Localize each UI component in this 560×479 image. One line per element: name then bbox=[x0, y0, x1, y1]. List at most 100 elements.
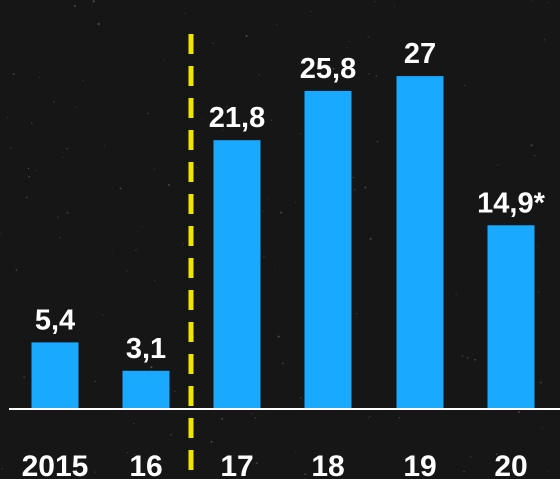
star-dot bbox=[59, 237, 61, 239]
star-dot bbox=[222, 135, 224, 137]
bar-18 bbox=[304, 90, 352, 410]
x-tick-label-17: 17 bbox=[220, 450, 253, 479]
star-dot bbox=[135, 249, 137, 251]
data-label-19: 27 bbox=[404, 38, 436, 70]
star-dot bbox=[368, 72, 370, 75]
star-dot bbox=[0, 232, 1, 235]
x-tick-label-18: 18 bbox=[311, 450, 344, 479]
star-dot bbox=[56, 216, 59, 219]
star-dot bbox=[92, 0, 95, 3]
x-tick-label-20: 20 bbox=[494, 450, 527, 479]
star-dot bbox=[353, 69, 356, 72]
star-dot bbox=[464, 84, 466, 87]
star-dot bbox=[226, 106, 228, 108]
star-dot bbox=[255, 462, 258, 465]
star-dot bbox=[375, 74, 378, 77]
star-dot bbox=[466, 357, 469, 359]
star-dot bbox=[23, 376, 26, 379]
bars-group bbox=[31, 76, 535, 410]
star-dot bbox=[251, 413, 253, 415]
star-dot bbox=[531, 0, 533, 2]
star-dot bbox=[366, 3, 367, 5]
star-dot bbox=[94, 471, 97, 473]
star-dot bbox=[463, 470, 466, 473]
star-dot bbox=[534, 154, 536, 157]
star-dot bbox=[212, 42, 214, 45]
star-dot bbox=[536, 245, 538, 247]
star-dot bbox=[543, 38, 546, 41]
data-label-18: 25,8 bbox=[300, 53, 356, 85]
star-dot bbox=[210, 440, 213, 443]
star-dot bbox=[364, 186, 367, 189]
star-dot bbox=[546, 470, 548, 472]
star-dot bbox=[541, 427, 543, 429]
star-dot bbox=[280, 211, 283, 214]
star-dot bbox=[259, 119, 262, 122]
star-dot bbox=[277, 335, 280, 338]
star-dot bbox=[216, 118, 219, 121]
star-dot bbox=[82, 79, 84, 81]
star-dot bbox=[154, 279, 156, 281]
star-dot bbox=[25, 196, 28, 199]
star-dot bbox=[184, 12, 186, 14]
star-dot bbox=[394, 6, 395, 8]
star-dot bbox=[31, 122, 33, 124]
star-dot bbox=[346, 47, 348, 49]
x-tick-label-2015: 2015 bbox=[22, 450, 89, 479]
star-dot bbox=[183, 244, 185, 245]
star-dot bbox=[367, 35, 369, 38]
star-dot bbox=[469, 456, 472, 458]
star-dot bbox=[126, 451, 128, 454]
star-dot bbox=[299, 132, 302, 135]
star-dot bbox=[537, 291, 540, 293]
star-dot bbox=[369, 415, 371, 418]
star-dot bbox=[196, 167, 198, 169]
star-dot bbox=[496, 164, 499, 166]
star-dot bbox=[258, 74, 260, 76]
star-dot bbox=[1, 467, 3, 470]
star-dot bbox=[455, 293, 457, 295]
star-dot bbox=[222, 128, 224, 131]
star-dot bbox=[530, 144, 533, 147]
star-dot bbox=[62, 156, 64, 158]
star-dot bbox=[102, 314, 104, 316]
star-dot bbox=[103, 145, 105, 147]
star-dot bbox=[7, 117, 8, 118]
star-dot bbox=[449, 196, 450, 198]
bar-16 bbox=[122, 370, 170, 409]
star-dot bbox=[442, 64, 444, 67]
star-dot bbox=[270, 119, 273, 121]
star-dot bbox=[134, 453, 136, 455]
star-dot bbox=[295, 201, 297, 203]
star-dot bbox=[146, 112, 149, 115]
star-dot bbox=[174, 390, 176, 393]
bar-2015 bbox=[31, 342, 79, 409]
star-dot bbox=[132, 422, 135, 425]
bar-19 bbox=[396, 76, 444, 409]
star-dot bbox=[153, 168, 156, 170]
star-dot bbox=[201, 119, 203, 121]
star-dot bbox=[9, 147, 12, 150]
star-dot bbox=[15, 269, 18, 271]
star-dot bbox=[299, 396, 302, 399]
star-dot bbox=[66, 148, 68, 150]
star-dot bbox=[474, 358, 476, 361]
star-dot bbox=[518, 411, 520, 414]
star-dot bbox=[398, 417, 401, 419]
star-dot bbox=[254, 416, 257, 419]
data-labels-group: 5,4 3,1 21,8 25,8 27 14,9* bbox=[35, 38, 546, 365]
bar-20 bbox=[487, 225, 535, 409]
star-dot bbox=[150, 366, 153, 369]
star-dot bbox=[281, 362, 284, 365]
star-dot bbox=[461, 355, 464, 357]
star-dot bbox=[28, 176, 30, 178]
star-dot bbox=[53, 100, 56, 103]
star-dot bbox=[376, 140, 379, 143]
star-dot bbox=[66, 211, 69, 214]
star-dot bbox=[276, 24, 278, 26]
data-label-20: 14,9* bbox=[477, 187, 545, 219]
star-dot bbox=[35, 169, 37, 171]
star-dot bbox=[27, 167, 30, 170]
